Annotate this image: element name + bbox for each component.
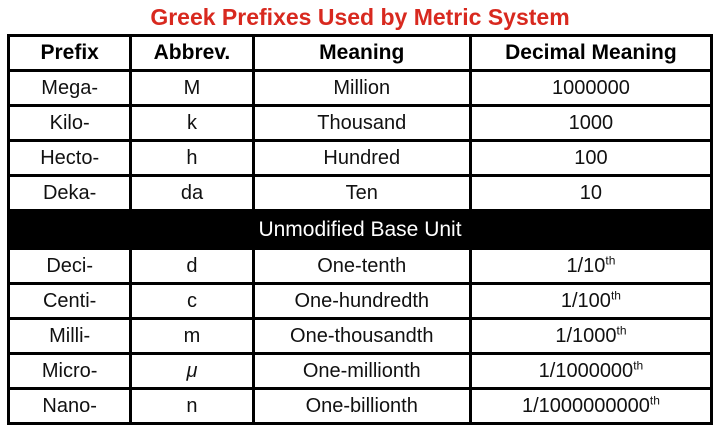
cell-decimal: 1/1000000000th [468,387,714,425]
cell-decimal: 1000000 [468,69,714,107]
cell-abbrev: c [129,282,255,320]
table-row-kilo: Kilo- k Thousand 1000 [6,104,714,142]
cell-decimal: 1/1000000th [468,352,714,390]
cell-prefix: Mega- [6,69,133,107]
cell-meaning: One-billionth [251,387,472,425]
cell-meaning: Thousand [251,104,472,142]
table-row-mega: Mega- M Million 1000000 [6,69,714,107]
cell-decimal: 1/10th [468,247,714,285]
column-header-abbrev: Abbrev. [129,34,255,72]
cell-prefix: Micro- [6,352,133,390]
table-row-micro: Micro- μ One-millionth 1/1000000th [6,352,714,390]
cell-meaning: One-millionth [251,352,472,390]
cell-abbrev: d [129,247,255,285]
cell-prefix: Milli- [6,317,133,355]
cell-decimal: 1000 [468,104,714,142]
cell-abbrev: da [129,174,255,212]
banner-row: Unmodified Base Unit [7,209,713,250]
cell-decimal: 1/1000th [468,317,714,355]
cell-meaning: One-hundredth [251,282,472,320]
cell-prefix: Kilo- [6,104,133,142]
column-header-meaning: Meaning [251,34,472,72]
cell-decimal: 1/100th [468,282,714,320]
table-row-milli: Milli- m One-thousandth 1/1000th [6,317,714,355]
table-row-nano: Nano- n One-billionth 1/1000000000th [6,387,714,425]
column-header-prefix: Prefix [6,34,133,72]
cell-prefix: Centi- [6,282,133,320]
page-title: Greek Prefixes Used by Metric System [150,4,570,30]
cell-meaning: Million [251,69,472,107]
column-header-decimal-meaning: Decimal Meaning [468,34,714,72]
cell-prefix: Hecto- [6,139,133,177]
cell-abbrev: n [129,387,255,425]
table-row-deci: Deci- d One-tenth 1/10th [6,247,714,285]
table-row-hecto: Hecto- h Hundred 100 [6,139,714,177]
banner-unmodified-base-unit: Unmodified Base Unit [7,209,713,250]
table-row-deka: Deka- da Ten 10 [6,174,714,212]
greek-prefixes-table: Prefix Abbrev. Meaning Decimal Meaning M… [6,34,714,425]
cell-prefix: Nano- [6,387,133,425]
cell-abbrev: k [129,104,255,142]
cell-abbrev: M [129,69,255,107]
cell-prefix: Deci- [6,247,133,285]
cell-prefix: Deka- [6,174,133,212]
cell-meaning: One-thousandth [251,317,472,355]
table-row-centi: Centi- c One-hundredth 1/100th [6,282,714,320]
cell-decimal: 10 [468,174,714,212]
cell-meaning: One-tenth [251,247,472,285]
header-row: Prefix Abbrev. Meaning Decimal Meaning [6,34,714,72]
cell-decimal: 100 [468,139,714,177]
cell-meaning: Ten [251,174,472,212]
cell-abbrev: h [129,139,255,177]
cell-abbrev: μ [129,352,255,390]
cell-meaning: Hundred [251,139,472,177]
cell-abbrev: m [129,317,255,355]
